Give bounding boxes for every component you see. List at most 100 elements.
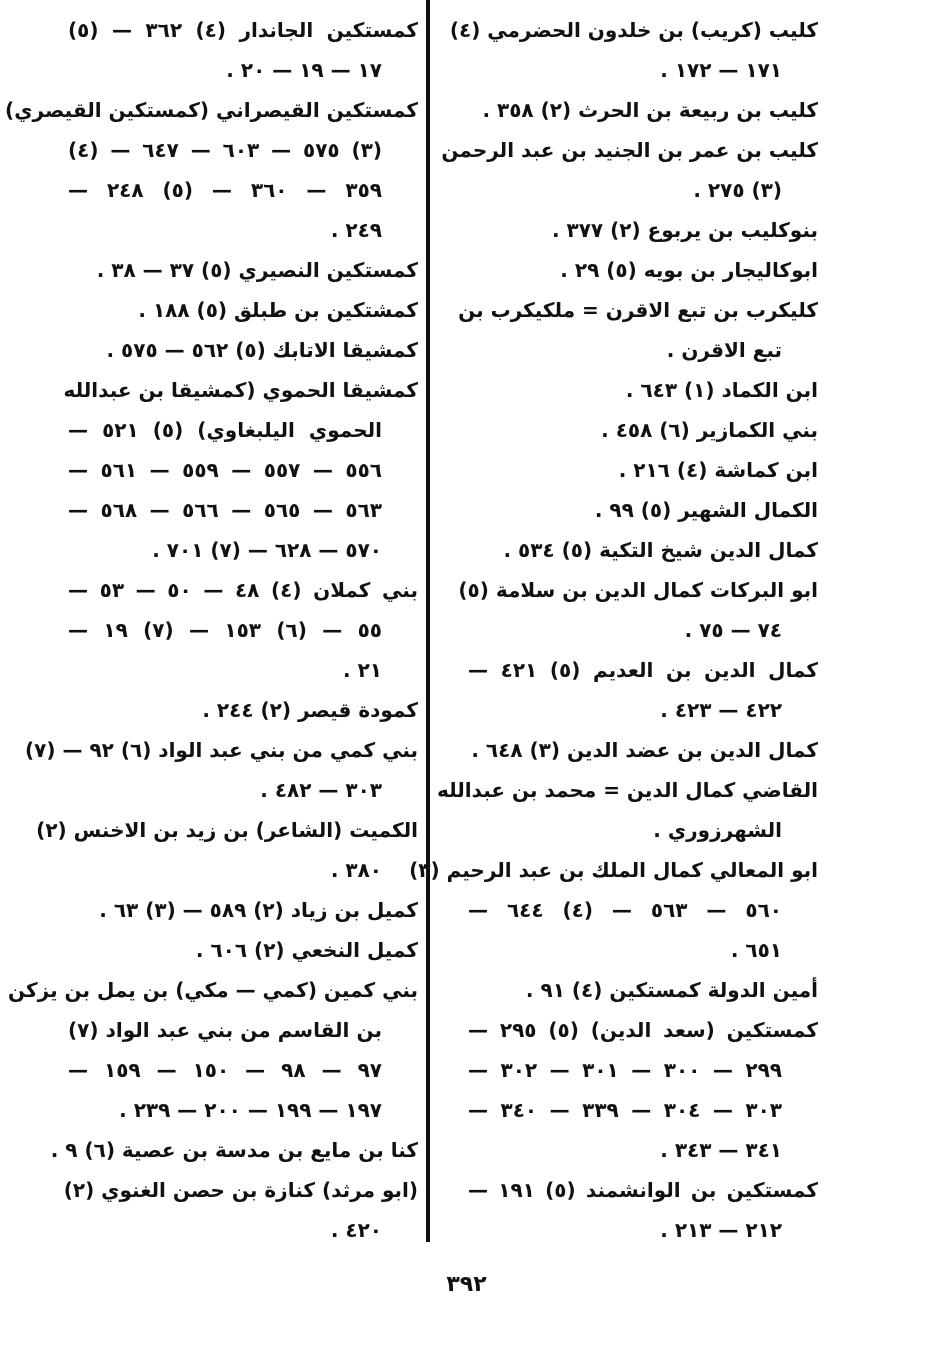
index-entry-heading-line: كميل النخعي (٢) ٦٠٦ .	[195, 938, 418, 962]
index-entry-heading-line: ابن كماشة (٤) ٢١٦ .	[618, 458, 818, 482]
index-entry-continuation-line: الحموي اليلبغاوي) (٥) ٥٢١ —	[68, 418, 382, 442]
index-entry-heading-line: كمستكين بن الوانشمند (٥) ١٩١ —	[468, 1178, 819, 1202]
index-entry: كمشيقا الاتابك (٥) ٥٦٢ — ٥٧٥ .	[68, 330, 418, 370]
index-entry-heading-line: كمال الدين شيخ التكية (٥) ٥٣٤ .	[503, 538, 818, 562]
page-number: ٣٩٢	[446, 1272, 487, 1297]
index-entry: كليب (كريب) بن خلدون الحضرمي (٤) ١٧١ — ١٧…	[449, 10, 818, 90]
index-entry: كمستكين الجاندار (٤) ٣٦٢ — (٥) ١٧ — ١٩ — …	[68, 10, 418, 90]
index-entry-heading-line: كمودة قيصر (٢) ٢٤٤ .	[202, 698, 418, 722]
index-entry-heading-line: بني كملان (٤) ٤٨ — ٥٠ — ٥٣ —	[68, 578, 418, 602]
index-entry: ابن الكماد (١) ٦٤٣ .	[468, 370, 818, 410]
index-entry-continuation-line: ٥٥ — (٦) ١٥٣ — (٧) ١٩ —	[68, 618, 382, 642]
index-entry-heading-line: كليب بن عمر بن الجنيد بن عبد الرحمن	[441, 138, 818, 162]
index-entry-continuation-line: ١٩٧ — ١٩٩ — ٢٠٠ — ٢٣٩ .	[119, 1098, 382, 1122]
index-entry-continuation-line: ١٧١ — ١٧٢ .	[660, 58, 782, 82]
index-entry: الكمال الشهير (٥) ٩٩ .	[468, 490, 818, 530]
index-entry-heading-line: كمستكين الجاندار (٤) ٣٦٢ — (٥)	[68, 18, 418, 42]
index-entry: الكميت (الشاعر) بن زيد بن الاخنس (٢) ٣٨٠ …	[36, 810, 418, 890]
index-entry-continuation-line: ٣٤١ — ٣٤٣ .	[660, 1138, 782, 1162]
index-column-left: كمستكين الجاندار (٤) ٣٦٢ — (٥) ١٧ — ١٩ — …	[5, 10, 418, 1250]
index-entry-continuation-line: ٢٤٩ .	[330, 218, 382, 242]
index-entry-heading-line: كمشيقا الاتابك (٥) ٥٦٢ — ٥٧٥ .	[106, 338, 418, 362]
index-entry-continuation-line: ٣٥٩ — ٣٦٠ — (٥) ٢٤٨ —	[68, 178, 382, 202]
index-entry: (ابو مرثد) كنازة بن حصن الغنوي (٢) ٤٢٠ .	[63, 1170, 418, 1250]
index-entry: كمستكين بن الوانشمند (٥) ١٩١ — ٢١٢ — ٢١٣ …	[468, 1170, 818, 1250]
index-entry-heading-line: كليكرب بن تبع الاقرن = ملكيكرب بن	[458, 298, 818, 322]
index-entry: ابو المعالي كمال الملك بن عبد الرحيم (٣)…	[409, 850, 818, 970]
index-entry: بنوكليب بن يربوع (٢) ٣٧٧ .	[468, 210, 818, 250]
index-entry-heading-line: كليب (كريب) بن خلدون الحضرمي (٤)	[449, 18, 818, 42]
index-entry-heading-line: ابوكاليجار بن بويه (٥) ٢٩ .	[560, 258, 818, 282]
index-entry: كمستكين النصيري (٥) ٣٧ — ٣٨ .	[68, 250, 418, 290]
index-entry: كميل النخعي (٢) ٦٠٦ .	[68, 930, 418, 970]
index-entry-heading-line: كنا بن مايع بن مدسة بن عصية (٦) ٩ .	[50, 1138, 418, 1162]
index-entry-continuation-line: (٣) ٥٧٥ — ٦٠٣ — ٦٤٧ — (٤)	[68, 138, 382, 162]
index-entry: القاضي كمال الدين = محمد بن عبدالله الشهر…	[437, 770, 818, 850]
index-entry: كمستكين (سعد الدين) (٥) ٢٩٥ — ٢٩٩ — ٣٠٠ —…	[468, 1010, 818, 1170]
index-entry: كمشتكين بن طبلق (٥) ١٨٨ .	[68, 290, 418, 330]
index-entry-heading-line: ابو البركات كمال الدين بن سلامة (٥)	[458, 578, 818, 602]
index-entry-heading-line: الكمال الشهير (٥) ٩٩ .	[594, 498, 818, 522]
index-entry: أمين الدولة كمستكين (٤) ٩١ .	[468, 970, 818, 1010]
index-entry-continuation-line: ٣٠٣ — ٤٨٢ .	[260, 778, 382, 802]
index-entry: كمشيقا الحموي (كمشيقا بن عبدالله الحموي ا…	[63, 370, 418, 570]
index-entry-continuation-line: ٥٦٣ — ٥٦٥ — ٥٦٦ — ٥٦٨ —	[68, 498, 382, 522]
index-entry-continuation-line: ٥٧٠ — ٦٢٨ — (٧) ٧٠١ .	[152, 538, 382, 562]
index-entry: ابن كماشة (٤) ٢١٦ .	[468, 450, 818, 490]
index-entry: ابو البركات كمال الدين بن سلامة (٥) ٧٤ — …	[458, 570, 818, 650]
index-entry-heading-line: كليب بن ربيعة بن الحرث (٢) ٣٥٨ .	[482, 98, 818, 122]
index-entry: كنا بن مايع بن مدسة بن عصية (٦) ٩ .	[50, 1130, 418, 1170]
index-entry-continuation-line: ١٧ — ١٩ — ٢٠ .	[226, 58, 382, 82]
index-entry-continuation-line: الشهرزوري .	[653, 818, 782, 842]
index-entry-continuation-line: بن القاسم من بني عبد الواد (٧)	[68, 1018, 382, 1042]
index-entry-continuation-line: ٦٥١ .	[730, 938, 782, 962]
index-entry-continuation-line: ٣٨٠ .	[330, 858, 382, 882]
index-entry-continuation-line: ٢٩٩ — ٣٠٠ — ٣٠١ — ٣٠٢ —	[468, 1058, 782, 1082]
index-entry-continuation-line: ٤٢٠ .	[330, 1218, 382, 1242]
index-entry-heading-line: بني كمي من بني عبد الواد (٦) ٩٢ — (٧)	[25, 738, 418, 762]
index-entry-heading-line: أمين الدولة كمستكين (٤) ٩١ .	[525, 978, 818, 1002]
index-entry-heading-line: كمشتكين بن طبلق (٥) ١٨٨ .	[138, 298, 418, 322]
index-entry-continuation-line: ٥٥٦ — ٥٥٧ — ٥٥٩ — ٥٦١ —	[68, 458, 382, 482]
column-divider	[426, 0, 430, 1242]
index-entry-continuation-line: ٥٦٠ — ٥٦٣ — (٤) ٦٤٤ —	[468, 898, 782, 922]
index-entry-continuation-line: تبع الاقرن .	[666, 338, 782, 362]
index-entry-heading-line: ابو المعالي كمال الملك بن عبد الرحيم (٣)	[409, 858, 818, 882]
index-entry-heading-line: كمشيقا الحموي (كمشيقا بن عبدالله	[63, 378, 418, 402]
index-entry: كميل بن زياد (٢) ٥٨٩ — (٣) ٦٣ .	[68, 890, 418, 930]
index-entry: كمال الدين بن عضد الدين (٣) ٦٤٨ .	[468, 730, 818, 770]
index-entry-heading-line: القاضي كمال الدين = محمد بن عبدالله	[437, 778, 818, 802]
index-entry: كمستكين القيصراني (كمستكين القيصري) (٣) ٥…	[5, 90, 418, 250]
index-column-right: كليب (كريب) بن خلدون الحضرمي (٤) ١٧١ — ١٧…	[409, 10, 818, 1250]
index-entry: كمودة قيصر (٢) ٢٤٤ .	[68, 690, 418, 730]
index-entry-continuation-line: ٢١ .	[343, 658, 382, 682]
index-entry-heading-line: (ابو مرثد) كنازة بن حصن الغنوي (٢)	[63, 1178, 418, 1202]
index-entry: كليكرب بن تبع الاقرن = ملكيكرب بن تبع الا…	[458, 290, 818, 370]
index-entry-continuation-line: ٩٧ — ٩٨ — ١٥٠ — ١٥٩ —	[68, 1058, 382, 1082]
index-entry-heading-line: بني الكمازير (٦) ٤٥٨ .	[601, 418, 818, 442]
index-entry-continuation-line: ٢١٢ — ٢١٣ .	[660, 1218, 782, 1242]
index-entry-heading-line: كمستكين القيصراني (كمستكين القيصري)	[5, 98, 418, 122]
index-entry-continuation-line: (٣) ٢٧٥ .	[693, 178, 782, 202]
index-entry: كليب بن ربيعة بن الحرث (٢) ٣٥٨ .	[468, 90, 818, 130]
index-entry: كمال الدين شيخ التكية (٥) ٥٣٤ .	[468, 530, 818, 570]
index-entry-heading-line: الكميت (الشاعر) بن زيد بن الاخنس (٢)	[36, 818, 418, 842]
index-entry: ابوكاليجار بن بويه (٥) ٢٩ .	[468, 250, 818, 290]
index-entry-heading-line: كميل بن زياد (٢) ٥٨٩ — (٣) ٦٣ .	[99, 898, 418, 922]
index-entry: بني كمي من بني عبد الواد (٦) ٩٢ — (٧) ٣٠٣…	[25, 730, 418, 810]
index-entry: كمال الدين بن العديم (٥) ٤٢١ — ٤٢٢ — ٤٢٣ …	[468, 650, 818, 730]
index-entry: بني الكمازير (٦) ٤٥٨ .	[468, 410, 818, 450]
index-entry-heading-line: كمال الدين بن عضد الدين (٣) ٦٤٨ .	[471, 738, 818, 762]
index-entry-heading-line: كمال الدين بن العديم (٥) ٤٢١ —	[468, 658, 818, 682]
index-entry-heading-line: ابن الكماد (١) ٦٤٣ .	[625, 378, 818, 402]
index-entry-heading-line: كمستكين (سعد الدين) (٥) ٢٩٥ —	[468, 1018, 819, 1042]
index-entry-continuation-line: ٧٤ — ٧٥ .	[684, 618, 782, 642]
index-entry: بني كملان (٤) ٤٨ — ٥٠ — ٥٣ — ٥٥ — (٦) ١٥٣…	[68, 570, 418, 690]
index-entry-heading-line: بني كمين (كمي — مكي) بن يمل بن يزكن	[8, 978, 418, 1002]
index-entry: بني كمين (كمي — مكي) بن يمل بن يزكن بن ال…	[8, 970, 418, 1130]
index-entry: كليب بن عمر بن الجنيد بن عبد الرحمن (٣) ٢…	[441, 130, 818, 210]
index-entry-continuation-line: ٤٢٢ — ٤٢٣ .	[660, 698, 782, 722]
index-entry-heading-line: بنوكليب بن يربوع (٢) ٣٧٧ .	[551, 218, 818, 242]
index-entry-continuation-line: ٣٠٣ — ٣٠٤ — ٣٣٩ — ٣٤٠ —	[468, 1098, 782, 1122]
index-entry-heading-line: كمستكين النصيري (٥) ٣٧ — ٣٨ .	[96, 258, 418, 282]
